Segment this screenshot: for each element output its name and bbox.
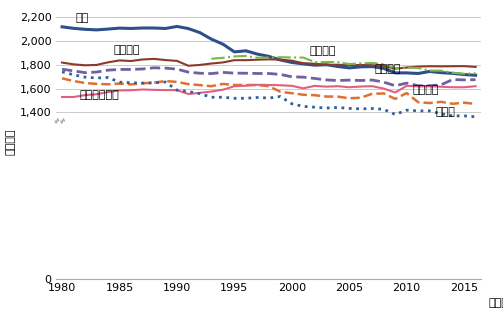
Text: イギリス: イギリス [375,64,401,74]
Text: スウェーデン: スウェーデン [79,90,119,100]
Text: 日本: 日本 [76,13,89,23]
Text: アメリカ: アメリカ [114,45,140,55]
Text: フランス: フランス [412,85,439,95]
Text: イタリア: イタリア [309,46,336,56]
Text: ドイツ: ドイツ [436,107,455,118]
X-axis label: （年）: （年） [488,298,503,308]
Y-axis label: （時間）: （時間） [6,129,16,156]
